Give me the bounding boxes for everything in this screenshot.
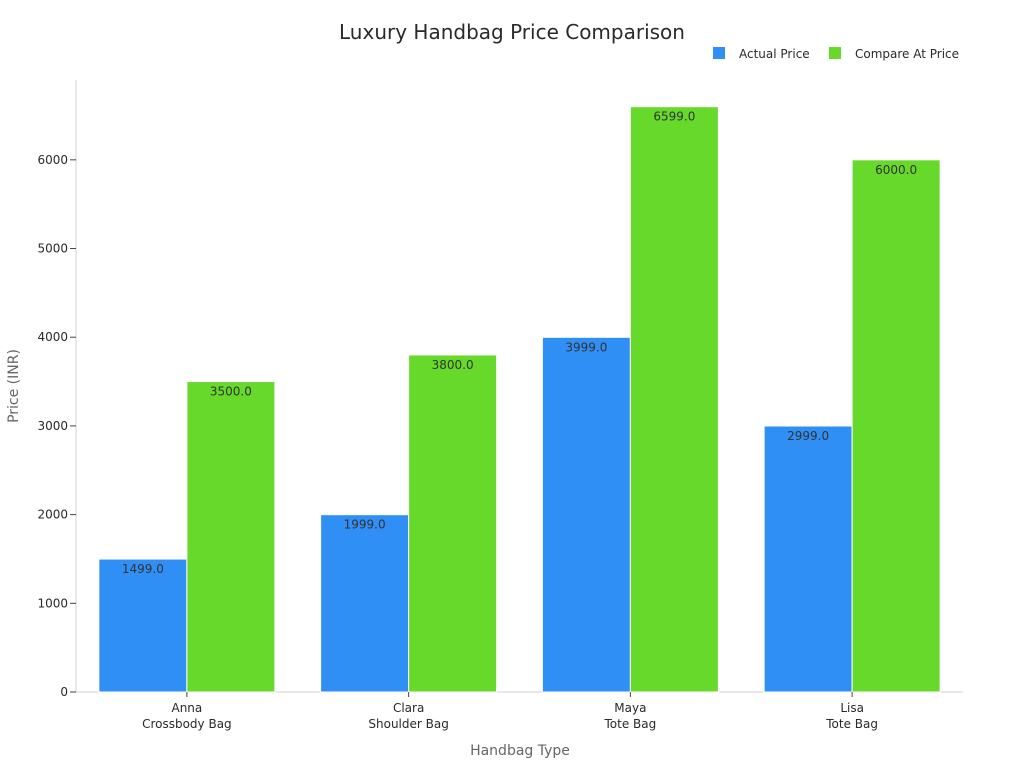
y-tick-label: 1000	[37, 596, 68, 610]
x-axis-title: Handbag Type	[470, 743, 570, 759]
chart-title: Luxury Handbag Price Comparison	[339, 20, 685, 44]
x-tick-label-line: Crossbody Bag	[142, 717, 232, 731]
bar-compare-at-price	[408, 354, 498, 693]
plot-area: 0 1000 2000 3000 4000 5000 6000 1499.0 3500.0 Ann…	[37, 80, 963, 731]
bar-data-label: 6599.0	[653, 110, 695, 124]
bar-data-label: 3800.0	[432, 358, 474, 372]
y-tick-label: 4000	[37, 330, 68, 344]
legend-label: Compare At Price	[855, 47, 959, 61]
y-tick-label: 0	[60, 685, 68, 699]
y-tick-label: 5000	[37, 242, 68, 256]
x-tick-label: Maya Tote Bag	[604, 701, 657, 731]
bar-data-label: 2999.0	[787, 429, 829, 443]
bar-data-label: 6000.0	[875, 163, 917, 177]
x-tick-label-line: Maya	[614, 701, 646, 715]
x-tick-label-line: Lisa	[840, 701, 864, 715]
bar-data-label: 3500.0	[210, 385, 252, 399]
bar-data-label: 3999.0	[565, 340, 607, 354]
x-tick-label-line: Shoulder Bag	[368, 717, 448, 731]
bar-data-label: 1499.0	[122, 562, 164, 576]
x-tick-label-line: Anna	[171, 701, 202, 715]
legend-label: Actual Price	[739, 47, 810, 61]
bar-actual-price	[98, 558, 188, 693]
bar-data-label: 1999.0	[344, 518, 386, 532]
legend: Actual Price Compare At Price	[713, 47, 959, 61]
bar-compare-at-price	[186, 381, 276, 693]
bar-actual-price	[320, 514, 410, 693]
bar-compare-at-price	[851, 159, 941, 693]
x-tick-label-line: Clara	[393, 701, 424, 715]
x-tick-label: Anna Crossbody Bag	[142, 701, 232, 731]
bar-actual-price	[763, 425, 853, 693]
y-tick-label: 2000	[37, 508, 68, 522]
y-axis-title: Price (INR)	[6, 349, 22, 423]
bar-actual-price	[541, 336, 631, 693]
y-tick-label: 6000	[37, 153, 68, 167]
x-tick-label-line: Tote Bag	[825, 717, 878, 731]
legend-swatch	[713, 47, 725, 59]
x-tick-label-line: Tote Bag	[604, 717, 657, 731]
y-tick-label: 3000	[37, 419, 68, 433]
bar-compare-at-price	[629, 106, 719, 693]
x-tick-label: Clara Shoulder Bag	[368, 701, 448, 731]
legend-swatch	[829, 47, 841, 59]
x-tick-label: Lisa Tote Bag	[825, 701, 878, 731]
